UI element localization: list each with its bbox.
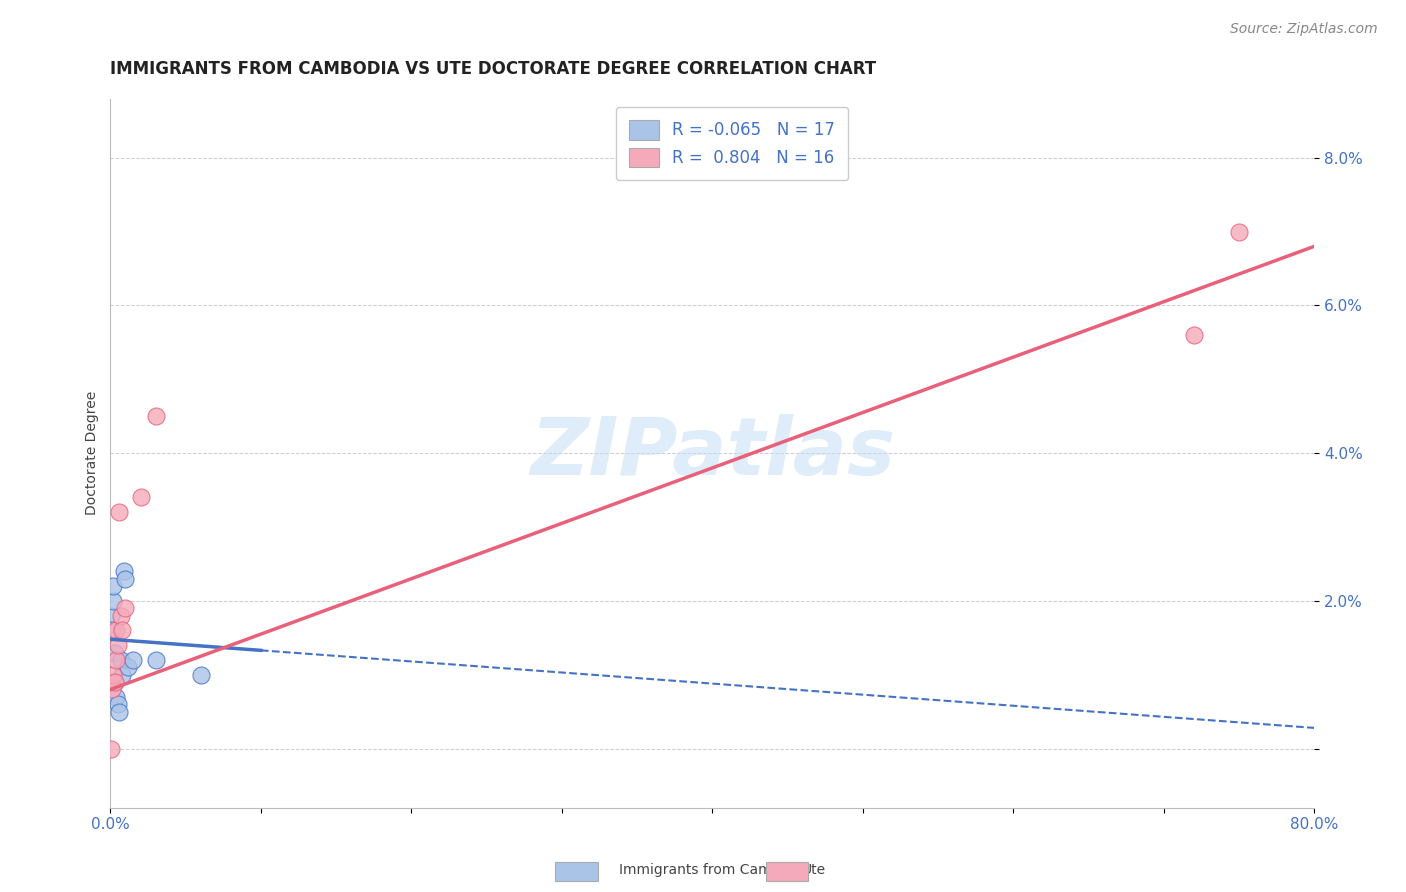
Point (103, 579, 125, 593)
Point (101, 682, 124, 697)
Point (114, 572, 136, 586)
Point (117, 660, 139, 674)
Point (190, 667, 212, 681)
Point (108, 505, 131, 519)
Point (100, 608, 122, 623)
Point (105, 653, 128, 667)
Point (114, 601, 136, 615)
Text: Source: ZipAtlas.com: Source: ZipAtlas.com (1230, 22, 1378, 37)
Point (105, 624, 128, 638)
Point (104, 675, 127, 690)
Point (107, 698, 129, 712)
Point (107, 638, 129, 652)
Text: Immigrants from Cambodia: Immigrants from Cambodia (619, 863, 810, 877)
Point (104, 646, 127, 660)
Point (111, 624, 134, 638)
Point (145, 653, 167, 667)
Point (1182, 328, 1205, 343)
Point (105, 690, 128, 704)
Point (101, 594, 124, 608)
Point (100, 741, 122, 756)
Point (104, 675, 127, 690)
Point (103, 667, 125, 681)
Point (1227, 225, 1250, 239)
Point (100, 675, 122, 690)
Text: IMMIGRANTS FROM CAMBODIA VS UTE DOCTORATE DEGREE CORRELATION CHART: IMMIGRANTS FROM CAMBODIA VS UTE DOCTORAT… (111, 60, 876, 78)
Point (112, 564, 135, 578)
Point (122, 653, 145, 667)
Point (108, 705, 131, 719)
Point (129, 491, 152, 505)
Point (110, 608, 132, 623)
Point (111, 667, 134, 681)
Legend: R = -0.065   N = 17, R =  0.804   N = 16: R = -0.065 N = 17, R = 0.804 N = 16 (616, 107, 848, 180)
Point (145, 409, 167, 424)
Point (101, 624, 124, 638)
Point (110, 653, 132, 667)
Y-axis label: Doctorate Degree: Doctorate Degree (86, 391, 100, 516)
Text: Ute: Ute (801, 863, 825, 877)
Text: ZIPatlas: ZIPatlas (530, 414, 894, 492)
